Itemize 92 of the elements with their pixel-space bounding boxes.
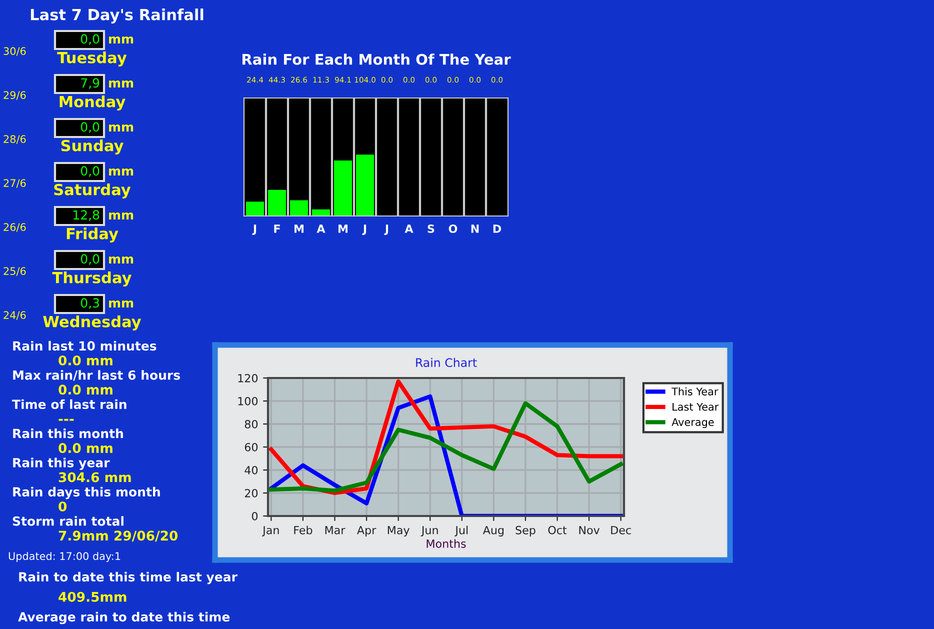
- x-tick-label: S: [428, 224, 434, 233]
- text: 12,8: [74, 210, 100, 221]
- text: 28/6: [4, 135, 26, 144]
- text: mm: [109, 300, 134, 308]
- legend-label: Last Year: [672, 402, 719, 411]
- text: 7.9mm 29/06/20: [58, 530, 178, 542]
- x-tick-label: Jul: [454, 526, 468, 536]
- y-tick-label: 0: [252, 512, 258, 520]
- x-tick-label: Jun: [420, 526, 438, 536]
- x-tick-label: J: [362, 224, 366, 235]
- x-tick-label: Jan: [262, 526, 279, 536]
- x-tick-label: M: [338, 224, 348, 233]
- bar: [268, 190, 286, 216]
- text: 0,0: [80, 166, 100, 177]
- text: 27/6: [4, 179, 26, 188]
- text: 0,0: [80, 34, 100, 45]
- x-tick-label: D: [493, 224, 502, 233]
- y-tick-label: 40: [244, 466, 258, 474]
- x-tick-label: J: [252, 224, 256, 235]
- y-tick-label: 80: [244, 420, 258, 428]
- legend-label: Average: [672, 418, 714, 428]
- bar: [356, 154, 374, 216]
- text: Last 7 Day's Rainfall: [30, 8, 204, 24]
- x-tick-label: Oct: [548, 526, 567, 534]
- bar: [312, 209, 330, 216]
- x-tick-label: A: [404, 224, 414, 233]
- text: ---: [58, 418, 74, 421]
- line-series: [269, 401, 623, 493]
- bar: [334, 160, 352, 216]
- text: Monday: [60, 96, 126, 110]
- x-tick-label: N: [471, 224, 479, 233]
- text: mm: [109, 36, 134, 44]
- text: Updated: 17:00 day:1: [8, 552, 120, 562]
- chart-title: Rain Chart: [416, 358, 477, 368]
- text: Rain this year: [13, 458, 110, 470]
- text: Rain to date this time last year: [19, 572, 238, 584]
- text: Wednesday: [43, 316, 142, 330]
- text: 24/6: [4, 311, 26, 320]
- x-axis-title: Months: [426, 539, 466, 548]
- x-tick-label: Mar: [325, 526, 346, 534]
- text: Sunday: [61, 140, 124, 154]
- text: Rain days this month: [13, 486, 160, 500]
- x-tick-label: Aug: [482, 526, 504, 536]
- x-tick-label: M: [294, 224, 304, 233]
- text: 26/6: [4, 223, 26, 232]
- text: 0.0 mm: [58, 384, 112, 395]
- text: Saturday: [54, 184, 131, 198]
- text: mm: [109, 212, 134, 220]
- text: 0.0 mm: [58, 443, 112, 454]
- text: Storm rain total: [12, 516, 124, 526]
- text: Rain this month: [13, 428, 123, 438]
- bar: [290, 200, 308, 216]
- y-tick-label: 20: [244, 488, 258, 498]
- chart-title: Rain For Each Month Of The Year: [242, 54, 511, 65]
- legend-label: This Year: [672, 387, 718, 396]
- text: Thursday: [52, 272, 132, 286]
- x-tick-label: O: [448, 224, 458, 233]
- text: 0,0: [80, 122, 100, 133]
- x-tick-label: Apr: [357, 526, 376, 536]
- text: mm: [109, 80, 134, 88]
- text: Tuesday: [57, 52, 127, 66]
- x-tick-label: Dec: [611, 526, 631, 534]
- line-series: [269, 394, 623, 516]
- x-tick-label: Feb: [294, 526, 312, 534]
- x-tick-label: Sep: [516, 526, 536, 536]
- text: 409.5mm: [58, 592, 126, 602]
- text: 304.6 mm: [58, 472, 131, 482]
- y-tick-label: 120: [238, 374, 258, 382]
- y-tick-label: 60: [244, 442, 258, 452]
- text: 0,0: [80, 254, 100, 265]
- text: Friday: [66, 228, 118, 242]
- text: mm: [109, 124, 134, 132]
- text: 0: [58, 501, 67, 512]
- text: mm: [109, 168, 134, 176]
- text: 0.0 mm: [58, 355, 112, 366]
- bar: [246, 202, 264, 216]
- text: 29/6: [4, 91, 26, 100]
- x-tick-label: A: [316, 224, 326, 233]
- text: mm: [109, 256, 134, 264]
- text: 25/6: [4, 267, 26, 276]
- y-tick-label: 100: [238, 396, 258, 406]
- text: Max rain/hr last 6 hours: [13, 370, 180, 381]
- text: Average rain to date this time: [18, 612, 230, 624]
- x-tick-label: F: [274, 224, 280, 233]
- text: 7,9: [81, 78, 100, 89]
- text: 0,3: [80, 298, 99, 309]
- x-tick-label: May: [388, 526, 410, 536]
- x-tick-label: Nov: [579, 526, 600, 534]
- x-tick-label: J: [384, 224, 388, 235]
- text: Rain last 10 minutes: [13, 340, 156, 351]
- text: Time of last rain: [12, 399, 126, 410]
- text: 30/6: [4, 47, 26, 56]
